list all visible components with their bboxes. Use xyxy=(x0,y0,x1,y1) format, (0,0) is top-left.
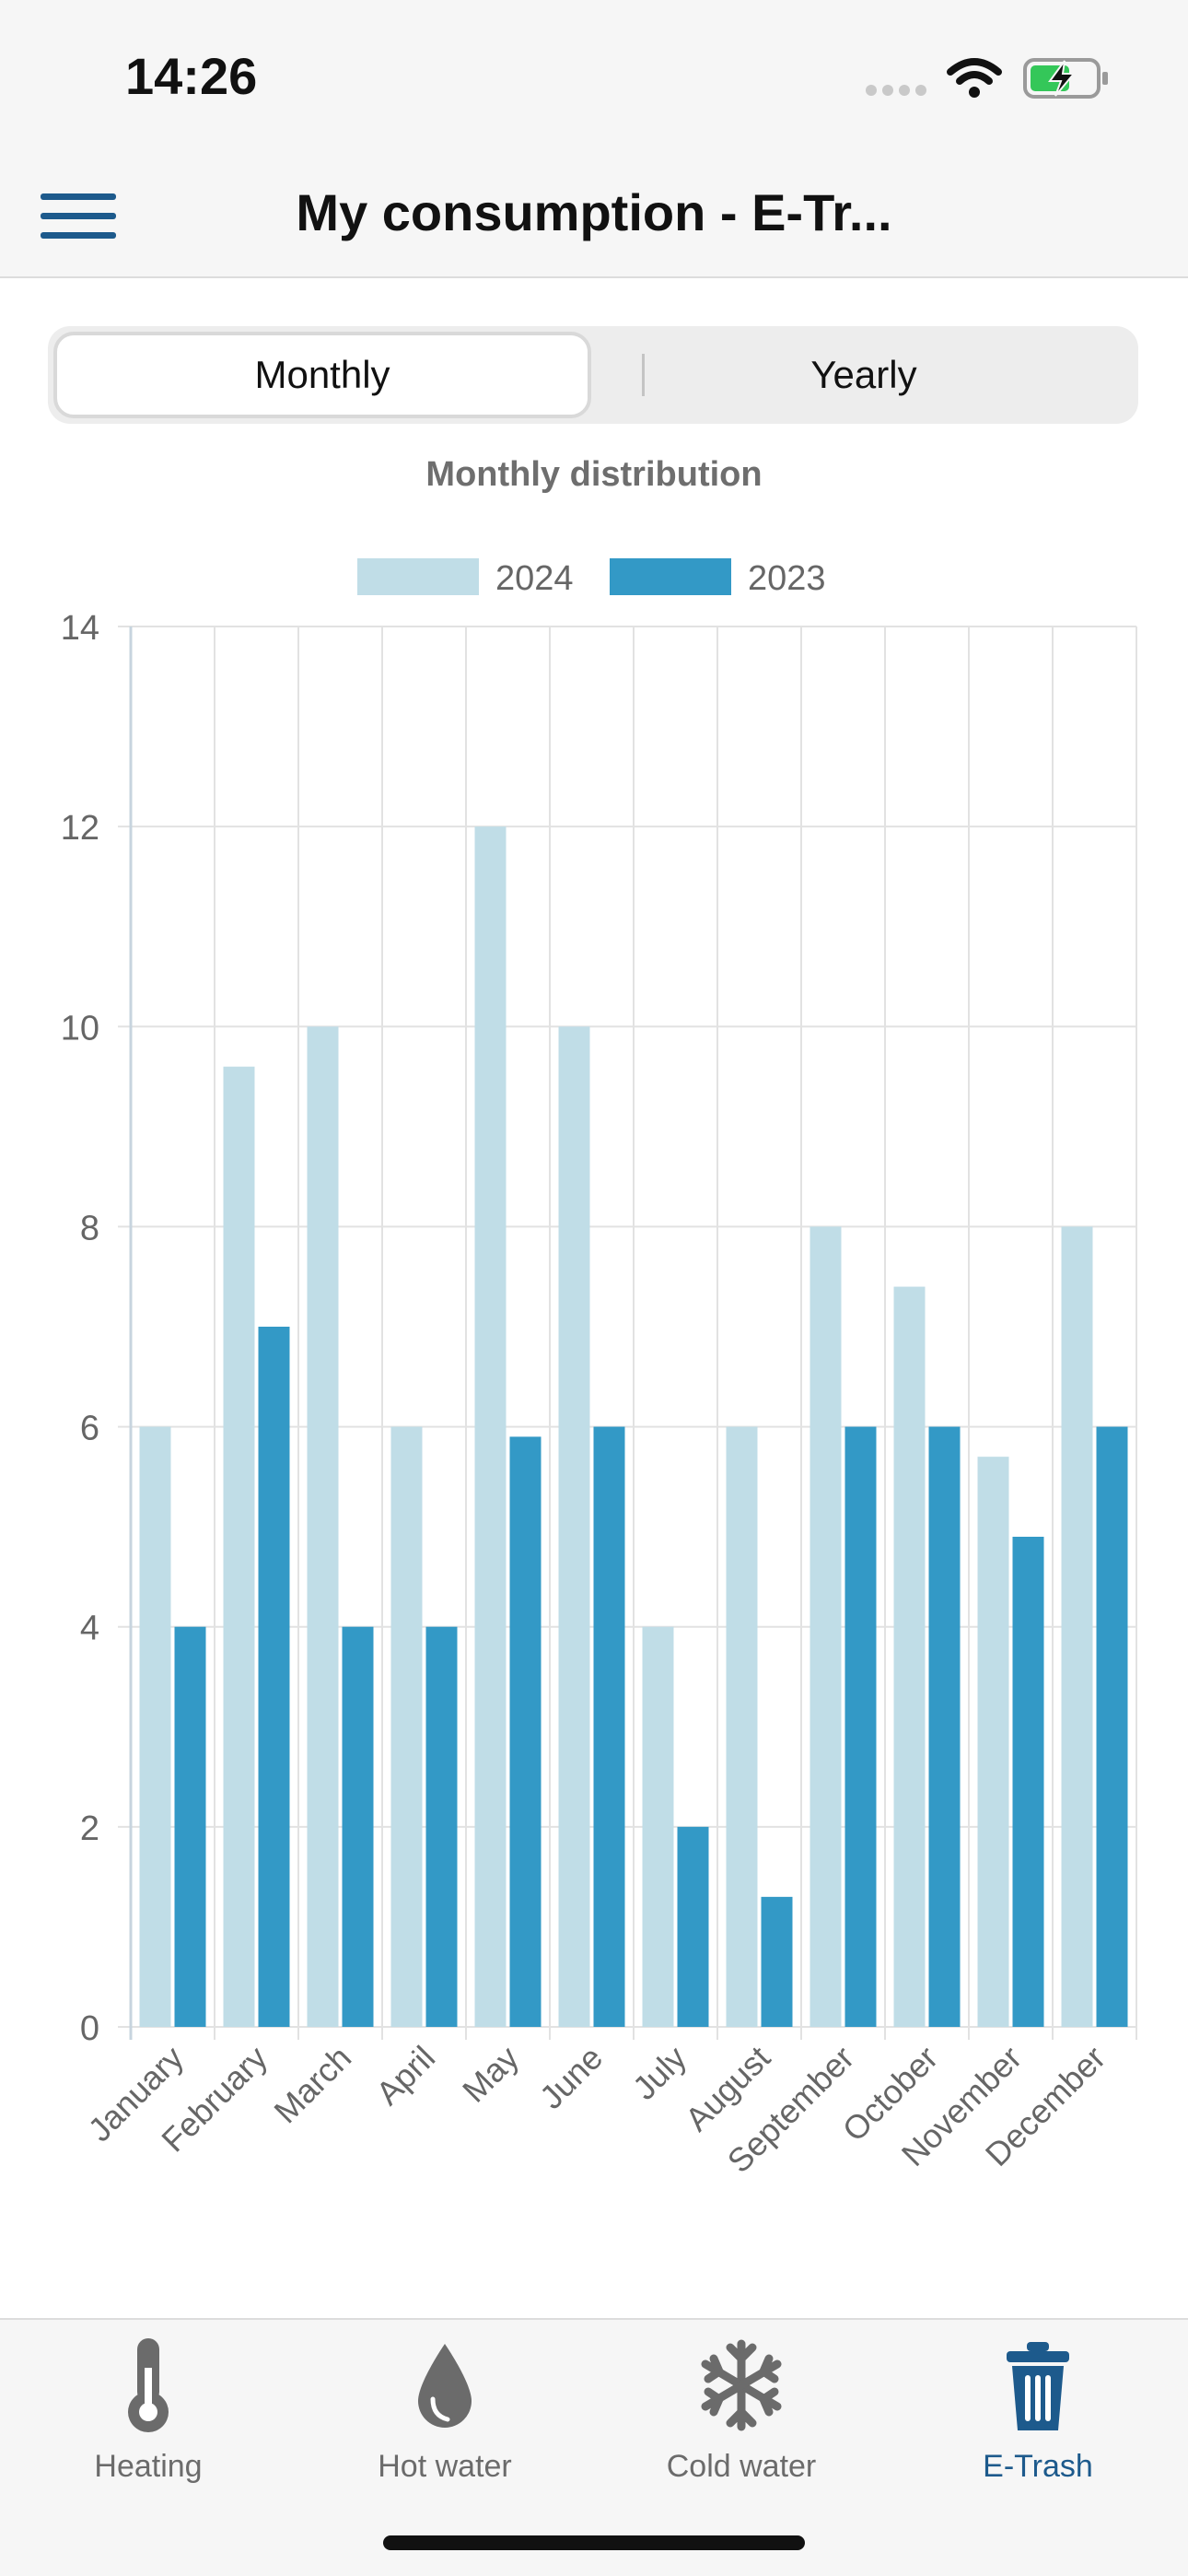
tab-e-trash[interactable]: E-Trash xyxy=(890,2335,1186,2485)
y-tick-label: 12 xyxy=(61,809,99,848)
x-tick-label: July xyxy=(625,2039,693,2107)
bar-2023-june xyxy=(593,1426,625,2027)
legend-label-2024: 2024 xyxy=(495,559,574,598)
y-tick-label: 0 xyxy=(80,2009,99,2048)
y-tick-label: 14 xyxy=(61,609,99,648)
page-title: My consumption - E-Tr... xyxy=(296,183,892,241)
navigation-bar: My consumption - E-Tr... xyxy=(0,157,1188,278)
bottom-tab-bar: Heating Hot water xyxy=(0,2318,1188,2576)
status-bar: 14:26 xyxy=(0,0,1188,157)
bar-2023-january xyxy=(174,1626,206,2027)
bar-2023-july xyxy=(677,1826,709,2027)
water-drop-icon xyxy=(418,2344,472,2428)
wifi-icon xyxy=(947,58,1002,98)
chart-title: Monthly distribution xyxy=(425,455,763,494)
bar-2024-november xyxy=(977,1457,1009,2027)
bar-2023-march xyxy=(342,1626,374,2027)
segment-divider xyxy=(642,354,645,396)
x-tick-label: March xyxy=(266,2039,358,2131)
bar-2023-november xyxy=(1012,1537,1044,2027)
bar-2023-april xyxy=(425,1626,458,2027)
bar-2024-december xyxy=(1061,1226,1093,2027)
signal-dots-icon xyxy=(866,85,926,96)
status-time: 14:26 xyxy=(125,47,258,105)
bar-2023-february xyxy=(258,1327,290,2027)
bar-2023-may xyxy=(509,1436,542,2027)
y-tick-label: 6 xyxy=(80,1410,99,1448)
thermometer-icon xyxy=(128,2338,169,2432)
bar-2024-may xyxy=(474,826,507,2027)
segment-yearly[interactable]: Yearly xyxy=(810,353,917,396)
bar-2024-july xyxy=(642,1626,674,2027)
hamburger-menu-icon[interactable] xyxy=(41,190,118,243)
trash-icon xyxy=(1007,2342,1069,2430)
bar-2024-january xyxy=(139,1426,171,2027)
tab-hot-water[interactable]: Hot water xyxy=(297,2335,593,2485)
y-tick-label: 2 xyxy=(80,1809,99,1848)
legend-swatch-2023 xyxy=(610,558,731,595)
bar-2024-september xyxy=(809,1226,842,2027)
y-tick-label: 10 xyxy=(61,1009,99,1048)
bar-2023-october xyxy=(928,1426,961,2027)
tab-e-trash-label: E-Trash xyxy=(983,2449,1093,2484)
y-tick-label: 4 xyxy=(80,1610,99,1648)
tab-cold-water[interactable]: Cold water xyxy=(593,2335,890,2485)
home-indicator xyxy=(383,2535,805,2550)
x-tick-label: May xyxy=(455,2039,526,2110)
battery-charging-icon xyxy=(1023,58,1108,99)
bar-2023-august xyxy=(761,1896,793,2027)
legend-swatch-2024 xyxy=(357,558,479,595)
segment-monthly[interactable]: Monthly xyxy=(53,332,591,418)
y-tick-label: 8 xyxy=(80,1209,99,1247)
bar-2024-february xyxy=(223,1066,255,2027)
period-segmented-control: Monthly Yearly xyxy=(48,326,1138,424)
x-tick-label: April xyxy=(368,2039,442,2113)
bar-2024-august xyxy=(726,1426,758,2027)
tab-heating-label: Heating xyxy=(94,2449,203,2484)
bar-2024-april xyxy=(390,1426,423,2027)
bar-2023-december xyxy=(1096,1426,1128,2027)
tab-cold-water-label: Cold water xyxy=(666,2449,817,2484)
tab-heating[interactable]: Heating xyxy=(0,2335,297,2485)
legend-label-2023: 2023 xyxy=(748,559,826,598)
x-tick-label: June xyxy=(532,2039,610,2116)
bar-2024-june xyxy=(558,1026,590,2027)
snowflake-icon xyxy=(701,2339,782,2431)
bar-2024-october xyxy=(893,1286,926,2027)
tab-hot-water-label: Hot water xyxy=(378,2449,512,2484)
bar-2023-september xyxy=(844,1426,877,2027)
bar-2024-march xyxy=(307,1026,339,2027)
